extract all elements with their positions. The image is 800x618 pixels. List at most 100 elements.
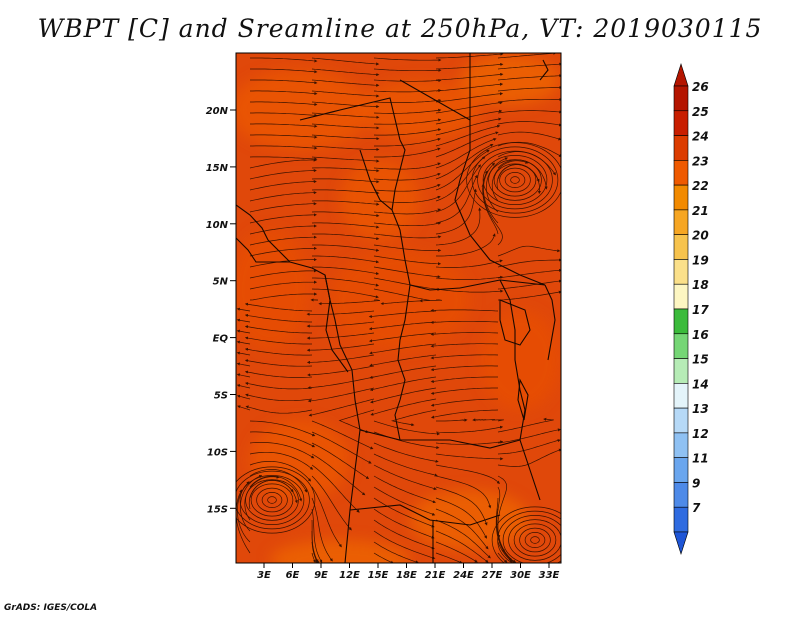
streamline [248, 479, 294, 510]
streamline [373, 288, 430, 303]
streamline [311, 79, 380, 87]
streamline [435, 541, 478, 563]
colorbar-label: 20 [692, 229, 709, 243]
lon-label: 27E [482, 570, 503, 581]
streamline [307, 387, 375, 403]
circulation-ring [488, 159, 542, 201]
streamline [373, 486, 436, 516]
streamline [250, 145, 318, 150]
circulation-ring [482, 155, 548, 206]
lat-label: 20N [206, 106, 229, 117]
map-frame [235, 52, 562, 564]
circulation-ring [499, 167, 531, 193]
circulation-ring [471, 146, 559, 214]
streamline [430, 354, 499, 360]
streamline [373, 68, 442, 72]
streamline [373, 88, 442, 93]
streamline [373, 108, 442, 114]
colorbar-label: 14 [692, 377, 709, 391]
lon-label: 30E [510, 570, 531, 581]
streamline [497, 279, 561, 290]
streamline [497, 258, 561, 268]
streamline [249, 451, 314, 470]
streamline [311, 288, 379, 299]
streamline [373, 57, 442, 62]
lat-label: 15N [206, 163, 229, 174]
colorbar-swatch [673, 358, 689, 384]
colorbar-label: 19 [692, 253, 709, 267]
streamline [249, 469, 308, 493]
border-line [454, 53, 546, 286]
colorbar-label: 23 [692, 154, 709, 168]
streamline [497, 439, 561, 455]
streamline [311, 541, 319, 563]
streamline [236, 373, 251, 378]
streamline [311, 508, 323, 563]
streamline [435, 109, 503, 125]
streamline [240, 475, 263, 532]
streamline [435, 486, 488, 526]
border-line [517, 378, 529, 421]
latitude-axis: 20N 15N 10N 5N EQ 5S 10S 15S [206, 106, 236, 515]
colorbar-label: 24 [692, 130, 709, 144]
streamline [435, 72, 504, 81]
streamline [369, 376, 437, 392]
streamline [250, 101, 318, 106]
circulation-ring [510, 176, 520, 184]
streamline [311, 486, 342, 548]
streamline [311, 222, 380, 229]
streamline [338, 409, 375, 433]
colorbar-swatch [673, 482, 689, 508]
streamline [435, 101, 503, 114]
streamline [311, 431, 372, 464]
streamline [380, 299, 443, 306]
circulation-ring [524, 531, 546, 548]
streamline [311, 189, 380, 195]
colorbar-swatch [673, 135, 689, 161]
circulation-ring [493, 163, 537, 197]
streamline [374, 147, 441, 158]
streamline [306, 321, 375, 328]
streamline [370, 387, 437, 404]
border-line [299, 97, 401, 141]
streamlines [236, 53, 561, 563]
colorbar-label: 13 [692, 402, 709, 416]
lon-label: 12E [339, 570, 360, 581]
lat-label: 5N [213, 277, 229, 288]
colorbar-swatch [673, 333, 689, 359]
streamline [373, 497, 435, 528]
streamline [373, 233, 442, 239]
field-patch [330, 250, 470, 350]
field-patch [480, 310, 560, 410]
grads-credit: GrADS: IGES/COLA [4, 603, 98, 613]
streamline [236, 340, 251, 345]
streamline [497, 53, 557, 59]
lon-label: 9E [314, 570, 328, 581]
streamline [435, 62, 504, 70]
streamline [249, 235, 317, 246]
border-line [544, 284, 556, 361]
streamline [497, 428, 561, 444]
streamline [435, 131, 499, 158]
circulation-ring [239, 475, 305, 526]
field-patch [270, 540, 410, 563]
circulation-ring [267, 496, 277, 504]
field-patch [410, 490, 530, 550]
streamline [373, 277, 441, 291]
streamline [249, 213, 317, 224]
streamline [250, 68, 318, 74]
streamline [373, 118, 442, 125]
country-borders [236, 53, 556, 563]
streamline [311, 475, 352, 531]
lon-label: 6E [286, 570, 300, 581]
circulation-ring [477, 150, 553, 210]
colorbar-label: 18 [692, 278, 709, 292]
colorbar: 26 25 24 23 22 21 20 19 18 17 16 15 14 13 12 11 9 7 [673, 63, 709, 555]
border-line [236, 237, 290, 263]
streamline [497, 268, 561, 279]
streamline [497, 62, 561, 70]
streamline [237, 405, 251, 411]
streamline [373, 78, 442, 83]
streamline [390, 409, 437, 427]
streamline [435, 53, 504, 59]
